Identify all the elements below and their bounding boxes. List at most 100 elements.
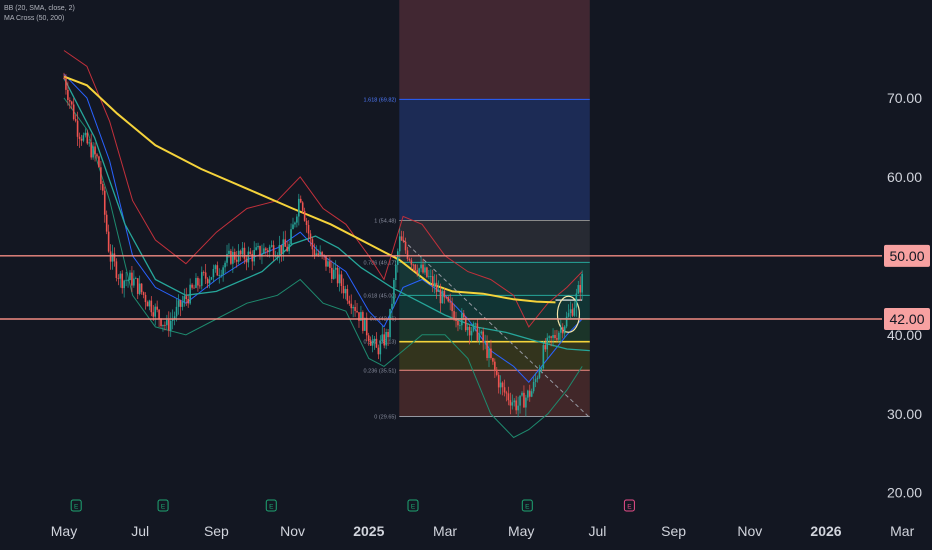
horizontal-price-lines[interactable]: 50.00 42.00 xyxy=(0,244,930,331)
candle-body xyxy=(197,278,199,286)
candle-body xyxy=(187,299,190,304)
breakout-circle[interactable] xyxy=(556,295,581,333)
candle-body xyxy=(270,245,273,247)
earnings-marker-label: E xyxy=(269,504,274,511)
earnings-marker[interactable] xyxy=(407,499,419,512)
candle-body xyxy=(152,312,155,317)
candle-body xyxy=(517,405,519,411)
candle-body xyxy=(280,244,283,254)
candle-body xyxy=(146,302,149,307)
bollinger-bands-legend[interactable]: BB (20, SMA, close, 2) xyxy=(4,5,75,12)
candle-body xyxy=(195,278,197,288)
candle-body xyxy=(447,297,450,302)
candle-body xyxy=(84,132,87,136)
candle-body xyxy=(348,300,351,304)
candle-body xyxy=(133,278,135,286)
candle-body xyxy=(581,273,583,293)
candle-body xyxy=(441,290,444,304)
candle-body xyxy=(105,214,108,232)
price-axis[interactable]: 70.00 60.00 40.00 30.00 20.00 xyxy=(887,90,922,501)
earnings-marker[interactable] xyxy=(521,499,533,512)
candle-body xyxy=(490,348,492,358)
candle-body xyxy=(321,251,323,255)
candle-body xyxy=(243,247,246,259)
sma50-line xyxy=(63,77,590,352)
earnings-marker[interactable] xyxy=(70,499,82,512)
candle-body xyxy=(181,301,184,307)
candle-body xyxy=(515,400,517,411)
earnings-marker-label: E xyxy=(74,504,79,511)
candle-body xyxy=(86,132,89,144)
x-axis-tick-label: Jul xyxy=(588,523,606,539)
fibonacci-extension[interactable]: 1.618 (69.82) 1 (54.48) 0.786 (49.17) 0.618… xyxy=(364,0,590,421)
candle-body xyxy=(503,387,506,393)
candle-body xyxy=(268,246,271,253)
price-tag[interactable] xyxy=(884,308,930,331)
candle-body xyxy=(462,313,465,318)
candle-body xyxy=(222,267,224,275)
candle-body xyxy=(158,309,160,319)
candle-body xyxy=(166,319,168,326)
price-tag[interactable] xyxy=(884,244,930,267)
fib-level-label: 0.618 (45.00) xyxy=(364,293,397,299)
candle-body xyxy=(414,264,417,271)
candle-body xyxy=(164,324,166,326)
earnings-marker-label: E xyxy=(525,504,530,511)
y-axis-tick-label: 30.00 xyxy=(887,406,922,422)
candle-body xyxy=(369,341,372,346)
x-axis-tick-label: Sep xyxy=(204,523,229,539)
candle-body xyxy=(398,236,401,252)
indicator-legend: BB (20, SMA, close, 2) MA Cross (50, 200… xyxy=(4,4,75,24)
candle-body xyxy=(538,370,541,378)
candle-body xyxy=(80,138,83,141)
candle-body xyxy=(379,340,382,355)
candle-body xyxy=(290,229,292,245)
candle-body xyxy=(472,323,475,331)
candle-body xyxy=(125,280,127,282)
candle-body xyxy=(305,220,308,225)
candle-body xyxy=(107,231,110,252)
candle-body xyxy=(528,390,531,397)
downtrend-line[interactable] xyxy=(402,239,591,419)
ma-cross-legend[interactable]: MA Cross (50, 200) xyxy=(4,15,65,22)
candle-body xyxy=(218,275,221,276)
candle-body xyxy=(558,332,560,340)
candle-body xyxy=(82,135,85,141)
candle-body xyxy=(278,244,281,256)
candle-body xyxy=(249,251,252,254)
candle-body xyxy=(364,317,366,331)
candle-body xyxy=(470,330,473,336)
candle-body xyxy=(546,337,549,350)
price-tag-label: 50.00 xyxy=(889,248,924,264)
candle-body xyxy=(532,381,535,392)
candle-body xyxy=(478,333,481,341)
x-axis-tick-label: May xyxy=(51,523,77,539)
candle-body xyxy=(189,284,191,304)
candle-body xyxy=(113,253,116,262)
earnings-marker[interactable] xyxy=(623,499,635,512)
bb-basis-line xyxy=(63,73,583,383)
earnings-marker[interactable] xyxy=(157,499,169,512)
price-tag-label: 42.00 xyxy=(889,311,924,327)
candle-body xyxy=(94,146,96,155)
candle-body xyxy=(497,374,500,388)
candle-body xyxy=(208,279,211,284)
candle-body xyxy=(383,334,386,346)
bb-lower-line xyxy=(63,97,583,439)
candle-body xyxy=(550,336,552,338)
x-axis-tick-label: 2026 xyxy=(810,523,841,539)
candle-body xyxy=(569,309,572,314)
candle-body xyxy=(228,250,230,254)
earnings-marker[interactable] xyxy=(265,499,277,512)
candle-body xyxy=(329,261,331,268)
candle-body xyxy=(284,239,287,247)
candle-body xyxy=(307,224,310,234)
candle-body xyxy=(200,272,203,286)
candle-body xyxy=(577,285,580,294)
candle-body xyxy=(206,278,209,284)
time-axis[interactable]: May Jul Sep Nov 2025 Mar May Jul Sep Nov 2026 Mar xyxy=(51,523,915,539)
candle-body xyxy=(266,250,269,253)
candle-body xyxy=(381,334,384,341)
